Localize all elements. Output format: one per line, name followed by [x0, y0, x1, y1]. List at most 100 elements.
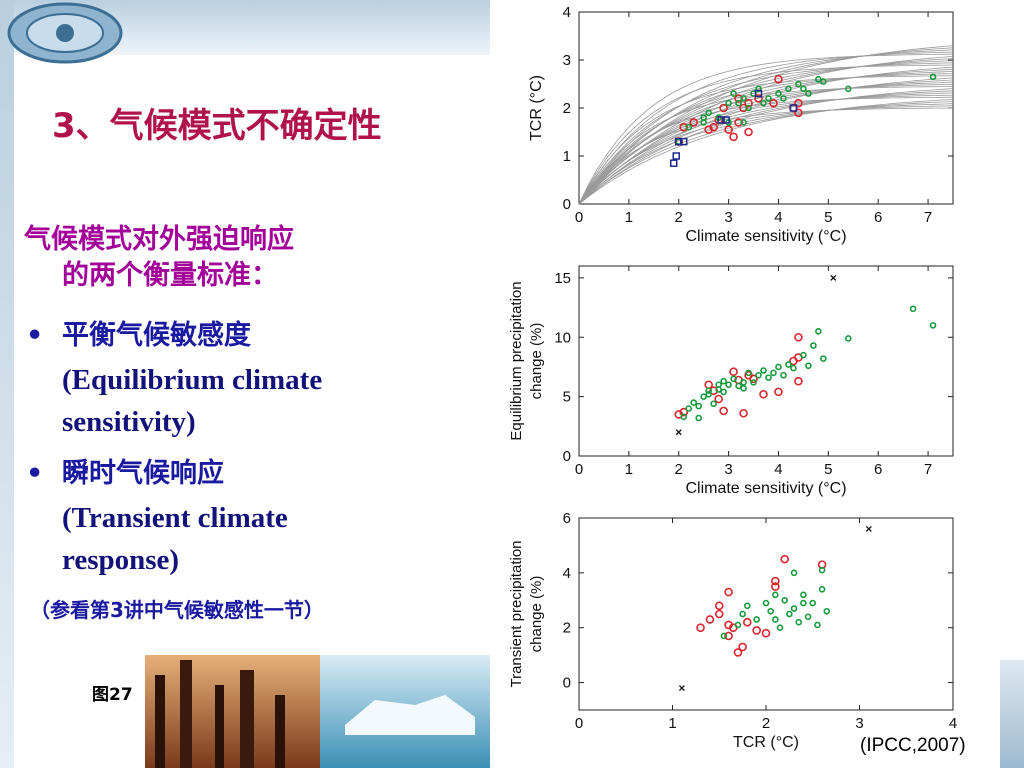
green-point: [820, 355, 827, 362]
model-curve: [578, 68, 954, 205]
green-point: [734, 621, 742, 629]
red-point: [743, 617, 752, 627]
green-point: [823, 607, 831, 615]
model-curve: [578, 66, 954, 205]
green-point: [740, 385, 747, 392]
y-tick-label: 5: [563, 389, 571, 406]
y-tick-label: 10: [554, 329, 571, 346]
green-point: [844, 85, 852, 93]
green-point: [795, 80, 802, 88]
plot-frame: [578, 265, 954, 457]
red-point: [774, 74, 783, 84]
red-point: [749, 374, 758, 384]
x-tick-label: 2: [675, 209, 683, 226]
red-point: [754, 94, 763, 103]
model-curve: [578, 64, 954, 205]
green-point: [770, 369, 777, 377]
green-point: [760, 367, 767, 374]
bullet-2-cn: 瞬时气候响应: [62, 458, 224, 489]
y-tick-label: 1: [563, 148, 571, 165]
y-tick-label: 0: [563, 448, 571, 465]
model-curve: [578, 53, 954, 205]
green-point: [762, 599, 770, 607]
red-point: [714, 601, 724, 611]
red-point: [714, 609, 724, 619]
green-point: [695, 414, 702, 422]
green-point: [680, 413, 688, 421]
black-x-point: [830, 274, 837, 281]
green-point: [929, 73, 937, 81]
green-point: [772, 591, 779, 599]
green-point: [815, 328, 822, 335]
bullet-2-en-line-2: response): [62, 544, 180, 576]
green-point: [786, 610, 793, 618]
model-curve: [578, 99, 954, 205]
red-point: [794, 98, 803, 108]
red-point: [794, 108, 803, 118]
green-point: [715, 381, 722, 389]
y-axis-label-line-2: change (%): [528, 323, 545, 400]
green-point: [800, 85, 807, 93]
red-point: [679, 122, 689, 132]
green-point: [700, 393, 707, 400]
green-point: [730, 90, 737, 97]
green-point: [739, 610, 746, 618]
green-point: [744, 602, 751, 610]
x-tick-label: 2: [675, 461, 683, 478]
y-tick-label: 2: [563, 620, 571, 637]
green-point: [753, 616, 760, 623]
red-point: [774, 387, 783, 397]
red-point: [738, 642, 747, 652]
red-point: [744, 127, 753, 137]
model-curve: [578, 49, 954, 205]
green-point: [790, 569, 798, 577]
green-point: [805, 362, 812, 370]
x-tick-label: 0: [575, 461, 583, 478]
green-point: [765, 95, 772, 102]
y-tick-label: 2: [563, 100, 571, 117]
x-tick-label: 0: [575, 209, 583, 226]
red-point: [719, 103, 728, 113]
source-citation: (IPCC,2007): [860, 735, 966, 756]
blue-square-point: [674, 137, 683, 146]
red-point: [704, 125, 713, 134]
y-axis-label-line-1: Transient precipitation: [508, 540, 525, 687]
x-tick-label: 0: [575, 715, 583, 732]
x-tick-label: 1: [625, 209, 633, 226]
green-point: [909, 305, 917, 313]
transient-precip-vs-tcr-chart: 0 1 2 3 4 0 2 4 6 TCR (°C) Transient precipitation…: [508, 512, 957, 751]
tcr-vs-sensitivity-chart: 0 1 2 3 4 5 6 7 0 1 2 3 4 Climate sensitivity (°C) TCR…: [528, 4, 954, 245]
red-point: [733, 648, 743, 657]
model-curve: [578, 90, 954, 205]
model-curve: [578, 62, 954, 205]
green-point: [804, 613, 812, 621]
green-point: [785, 85, 792, 93]
red-point: [729, 132, 738, 142]
black-x-point: [675, 429, 682, 436]
green-point: [781, 596, 789, 604]
plot-frame: [578, 517, 954, 711]
x-axis-label: TCR (°C): [733, 734, 799, 751]
red-point: [759, 389, 768, 399]
green-point: [740, 119, 747, 126]
red-point: [679, 407, 689, 417]
left-band: [0, 0, 14, 768]
green-point: [800, 351, 807, 359]
y-axis-label-line-2: change (%): [528, 576, 545, 653]
green-point: [780, 371, 787, 379]
green-point: [805, 90, 812, 97]
red-point: [771, 582, 780, 591]
y-tick-label: 15: [554, 270, 571, 287]
green-point: [685, 123, 693, 131]
red-point: [752, 626, 761, 635]
x-tick-label: 3: [724, 461, 732, 478]
green-point: [814, 621, 821, 629]
green-point: [772, 616, 779, 623]
x-tick-label: 7: [924, 209, 932, 226]
decorative-photo: [145, 655, 490, 768]
x-tick-label: 1: [625, 461, 633, 478]
y-tick-label: 0: [563, 196, 571, 213]
x-tick-label: 4: [774, 209, 782, 226]
red-point: [734, 118, 743, 127]
red-point: [724, 125, 733, 134]
